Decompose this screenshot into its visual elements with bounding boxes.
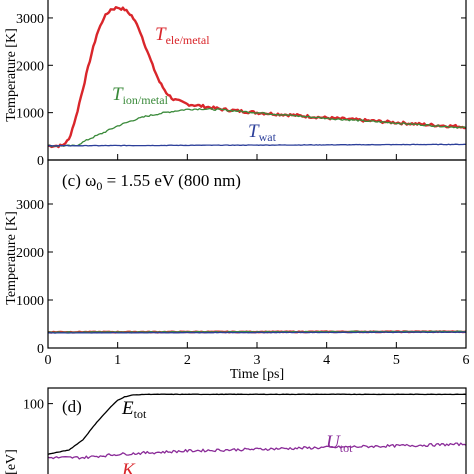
- label-u-tot: Utot: [326, 432, 353, 455]
- panel-d-title: (d): [62, 397, 82, 416]
- panel-d: 100 (d) [eV] Etot Utot K: [4, 387, 467, 474]
- panel-b-ylabel: Temperature [K]: [4, 28, 19, 121]
- panel-c-title-sub: 0: [96, 179, 102, 193]
- panel-d-series-tot-line: [47, 393, 467, 456]
- panel-c-title-suffix: = 1.55 eV (800 nm): [102, 171, 241, 190]
- panel-c-xtick-label-5: 5: [393, 353, 400, 368]
- panel-d-ylabel: [eV]: [4, 449, 19, 474]
- panel-c-ytick-label-2000: 2000: [16, 246, 44, 261]
- panel-c-xlabel: Time [ps]: [230, 367, 284, 382]
- label-t-ion-metal-main: T: [112, 84, 124, 105]
- panel-b-ytick-label-0: 0: [37, 154, 44, 169]
- label-t-wat-main: T: [248, 121, 260, 142]
- panel-c-ytick-label-3000: 3000: [16, 198, 44, 213]
- panel-c-xtick-label-3: 3: [254, 353, 261, 368]
- label-e-tot-sub: tot: [134, 407, 147, 421]
- panel-c-ytick-label-1000: 1000: [16, 294, 44, 309]
- panel-d-ytick-label-100: 100: [23, 398, 44, 413]
- panel-c-title: (c) ω0 = 1.55 eV (800 nm): [62, 171, 241, 193]
- panel-c-ylabel: Temperature [K]: [4, 211, 19, 304]
- label-t-ion-metal: Tion/metal: [112, 84, 169, 107]
- label-t-ele-metal-main: T: [155, 24, 167, 45]
- panel-b-ytick-label-1000: 1000: [16, 107, 44, 122]
- label-t-ion-metal-sub: ion/metal: [123, 93, 169, 107]
- panel-b: 0 1000 2000 3000 Temperature [K] Tele/metal…: [4, 0, 467, 169]
- panel-d-series-tot-line: [47, 442, 467, 460]
- panel-c-xtick-label-4: 4: [323, 353, 330, 368]
- label-t-wat-sub: wat: [259, 130, 277, 144]
- panel-c-series-blue-line: [47, 331, 467, 334]
- panel-c-ytick-label-0: 0: [37, 342, 44, 357]
- label-k-main: K: [121, 460, 136, 474]
- label-k: K: [121, 460, 136, 474]
- panel-d-frame: [47, 387, 467, 474]
- panel-c-xtick-label-2: 2: [184, 353, 191, 368]
- panel-b-ytick-label-3000: 3000: [16, 12, 44, 27]
- panel-c-series-green-line: [47, 330, 467, 334]
- label-e-tot: Etot: [121, 398, 147, 421]
- label-t-ele-metal: Tele/metal: [155, 24, 210, 47]
- label-u-tot-sub: tot: [340, 441, 353, 455]
- panel-c-xtick-label-0: 0: [45, 353, 52, 368]
- panel-b-series-wat-line: [47, 143, 467, 147]
- panel-c-xtick-label-6: 6: [463, 353, 470, 368]
- panel-b-series-ion-metal-line: [47, 107, 467, 148]
- label-t-wat: Twat: [248, 121, 277, 144]
- label-t-ele-metal-sub: ele/metal: [166, 33, 211, 47]
- panel-c-title-prefix: (c) ω: [62, 171, 96, 190]
- panel-c-xtick-label-1: 1: [114, 353, 121, 368]
- label-u-tot-main: U: [326, 432, 341, 453]
- panel-b-ytick-label-2000: 2000: [16, 59, 44, 74]
- label-e-tot-main: E: [121, 398, 134, 419]
